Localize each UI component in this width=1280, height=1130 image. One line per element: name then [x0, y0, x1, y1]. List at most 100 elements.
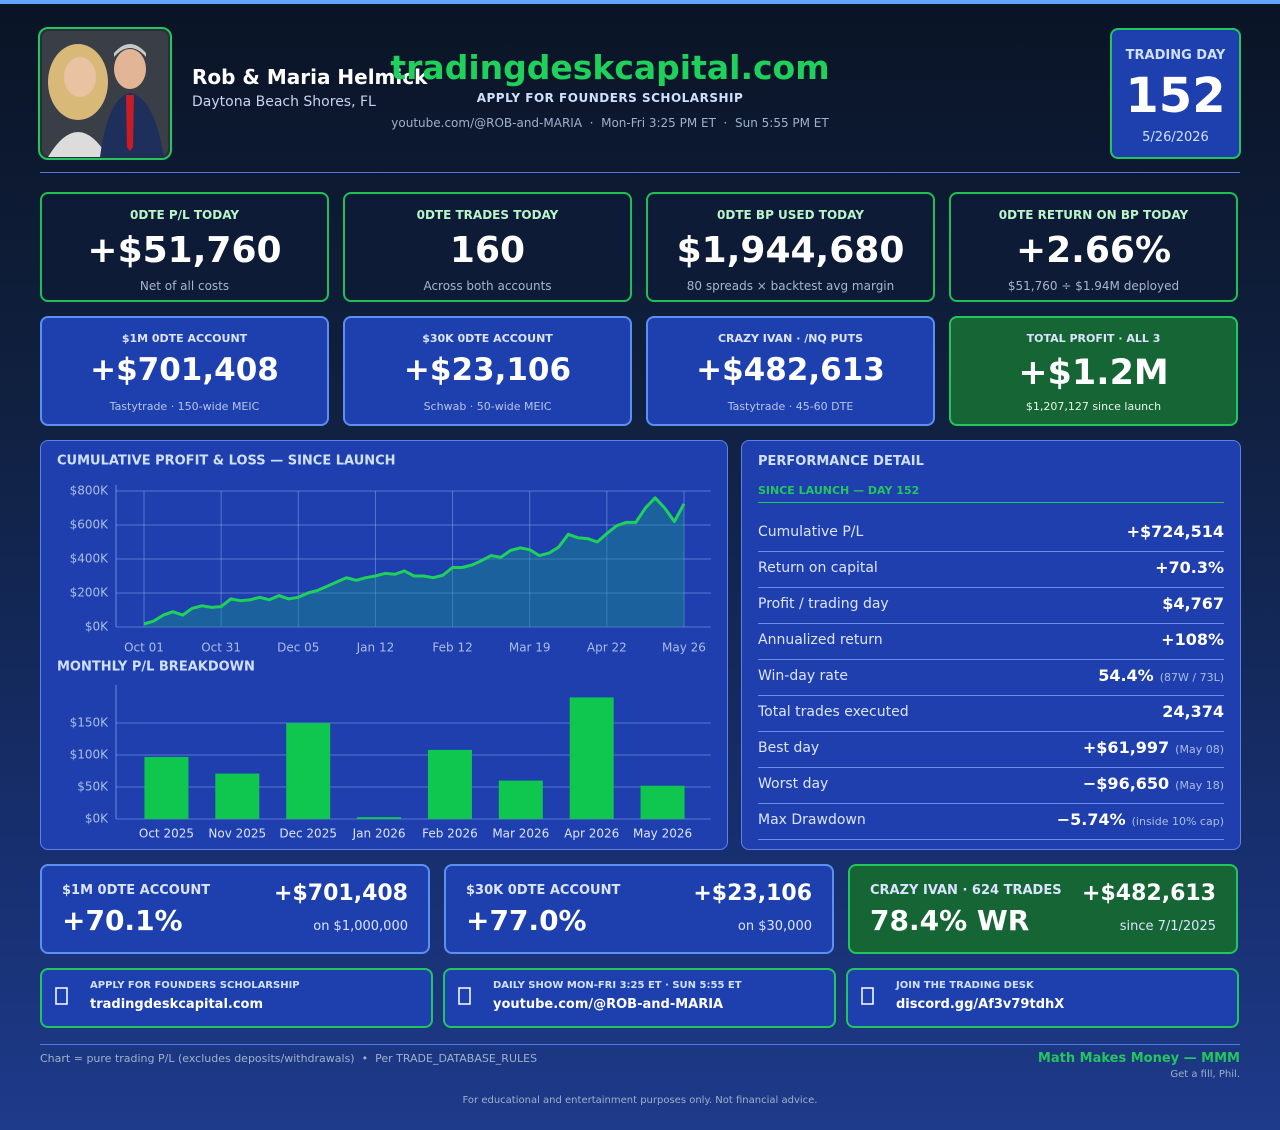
link-icon [861, 987, 874, 1005]
footer-note: Chart = pure trading P/L (excludes depos… [40, 1052, 538, 1065]
x-tick-label: May 26 [662, 641, 706, 655]
account-label: $1M 0DTE ACCOUNT [121, 332, 248, 345]
performance-row: Win-day rate 54.4% (87W / 73L) [758, 659, 1224, 696]
chart-panel: CUMULATIVE PROFIT & LOSS — SINCE LAUNCH $… [40, 440, 728, 850]
row-value: +$61,997 [1082, 738, 1170, 757]
account-label: $30K 0DTE ACCOUNT [422, 332, 553, 345]
row-note: (May 08) [1175, 743, 1224, 756]
summary-basis: on $30,000 [737, 919, 812, 934]
x-tick-label: Feb 12 [432, 641, 472, 655]
row-label: Win-day rate [758, 668, 848, 684]
performance-row: Cumulative P/L +$724,514 [758, 515, 1224, 552]
kpi-card: 0DTE BP USED TODAY $1,944,680 80 spreads ×… [646, 192, 935, 302]
bar [215, 773, 260, 819]
bar [357, 817, 402, 819]
x-tick-label: Jan 12 [356, 641, 395, 655]
x-tick-label: Apr 22 [587, 641, 627, 655]
row-label: Annualized return [758, 632, 883, 648]
row-label: Profit / trading day [758, 596, 889, 612]
summary-headline: +70.1% [62, 904, 183, 937]
account-value: +$1.2M [1018, 353, 1169, 393]
line [143, 496, 686, 626]
link-url[interactable]: youtube.com/@ROB-and-MARIA [493, 997, 724, 1012]
performance-subtitle: SINCE LAUNCH — DAY 152 [758, 484, 920, 497]
performance-row: Total trades executed 24,374 [758, 695, 1224, 732]
x-tick-label: Dec 2025 [279, 827, 337, 841]
y-tick-label: $800K [70, 484, 110, 498]
link-icon [458, 987, 471, 1005]
schedule: youtube.com/@ROB-and-MARIA · Mon-Fri 3:2… [391, 116, 829, 130]
row-value: +108% [1161, 630, 1224, 649]
summary-basis: on $1,000,000 [313, 919, 408, 934]
x-tick-label: Mar 19 [509, 641, 551, 655]
bar [640, 785, 685, 819]
x-tick-label: Nov 2025 [208, 827, 266, 841]
kpi-note: Across both accounts [423, 279, 552, 293]
row-note: (May 18) [1175, 779, 1224, 792]
kpi-value: +$51,760 [87, 230, 282, 271]
y-tick-label: $600K [70, 518, 110, 532]
account-note: Tastytrade · 150-wide MEIC [109, 400, 260, 413]
link-url[interactable]: tradingdeskcapital.com [90, 997, 264, 1012]
kpi-label: 0DTE TRADES TODAY [416, 208, 559, 222]
y-tick-label: $50K [77, 780, 109, 794]
row-note: (87W / 73L) [1159, 671, 1224, 684]
row-value: +$724,514 [1126, 522, 1224, 541]
account-note: Schwab · 50-wide MEIC [423, 400, 552, 413]
kpi-note: $51,760 ÷ $1.94M deployed [1007, 279, 1180, 293]
performance-row: Annualized return +108% [758, 623, 1224, 660]
kpi-card: 0DTE P/L TODAY +$51,760 Net of all costs [40, 192, 329, 302]
row-value: 24,374 [1162, 702, 1224, 721]
account-note: $1,207,127 since launch [1025, 400, 1162, 413]
summary-title: CRAZY IVAN · 624 TRADES [870, 883, 1062, 898]
row-value: −5.74% [1056, 810, 1126, 829]
link-card[interactable]: JOIN THE TRADING DESK discord.gg/Af3v79td… [846, 968, 1239, 1028]
y-tick-label: $200K [70, 586, 110, 600]
footer-rule [40, 1044, 1240, 1045]
y-tick-label: $150K [70, 716, 110, 730]
link-url[interactable]: discord.gg/Af3v79tdhX [896, 997, 1065, 1012]
account-card: $30K 0DTE ACCOUNT +$23,106 Schwab · 50-wid… [343, 316, 632, 426]
y-tick-label: $0K [85, 812, 109, 826]
summary-amount: +$701,408 [274, 881, 408, 906]
kpi-note: 80 spreads × backtest avg margin [686, 279, 895, 293]
footer-brand: Math Makes Money — MMM [1037, 1051, 1240, 1066]
summary-headline: 78.4% WR [870, 904, 1030, 937]
x-tick-label: Oct 2025 [139, 827, 194, 841]
kpi-value: $1,944,680 [676, 230, 905, 271]
link-card[interactable]: DAILY SHOW MON-FRI 3:25 ET · SUN 5:55 ET… [443, 968, 836, 1028]
kpi-label: 0DTE RETURN ON BP TODAY [998, 208, 1189, 222]
summary-basis: since 7/1/2025 [1119, 919, 1216, 934]
bar [286, 723, 331, 819]
disclaimer: For educational and entertainment purpos… [462, 1095, 818, 1106]
performance-row: Best day +$61,997 (May 08) [758, 731, 1224, 768]
row-value-group: 24,374 [1162, 702, 1224, 721]
bar [569, 697, 614, 819]
account-value: +$482,613 [696, 352, 885, 388]
x-tick-label: Dec 05 [277, 641, 319, 655]
row-note: (inside 10% cap) [1131, 815, 1224, 828]
row-value-group: +70.3% [1155, 558, 1224, 577]
account-label: CRAZY IVAN · /NQ PUTS [717, 332, 864, 345]
link-label: DAILY SHOW MON-FRI 3:25 ET · SUN 5:55 ET [493, 980, 742, 991]
footer-slogan: Get a fill, Phil. [1170, 1069, 1240, 1080]
badge-number: 152 [1125, 68, 1226, 124]
account-value: +$23,106 [403, 352, 572, 388]
row-value: 54.4% [1098, 666, 1154, 685]
x-tick-label: Jan 2026 [352, 827, 406, 841]
link-card[interactable]: APPLY FOR FOUNDERS SCHOLARSHIP tradingdes… [40, 968, 433, 1028]
row-label: Total trades executed [758, 704, 909, 720]
tagline: APPLY FOR FOUNDERS SCHOLARSHIP [476, 91, 744, 105]
account-card: CRAZY IVAN · /NQ PUTS +$482,613 Tastytrade… [646, 316, 935, 426]
account-value: +$701,408 [90, 352, 279, 388]
performance-panel: PERFORMANCE DETAIL SINCE LAUNCH — DAY 15… [741, 440, 1241, 850]
x-tick-label: Oct 01 [124, 641, 164, 655]
row-value-group: −$96,650 (May 18) [1083, 774, 1224, 793]
bar [144, 756, 189, 819]
x-tick-label: Feb 2026 [422, 827, 478, 841]
kpi-card: 0DTE RETURN ON BP TODAY +2.66% $51,760 ÷ $… [949, 192, 1238, 302]
performance-row: Max Drawdown −5.74% (inside 10% cap) [758, 803, 1224, 840]
summary-title: $1M 0DTE ACCOUNT [62, 883, 211, 898]
site-title: tradingdeskcapital.com [390, 48, 830, 87]
